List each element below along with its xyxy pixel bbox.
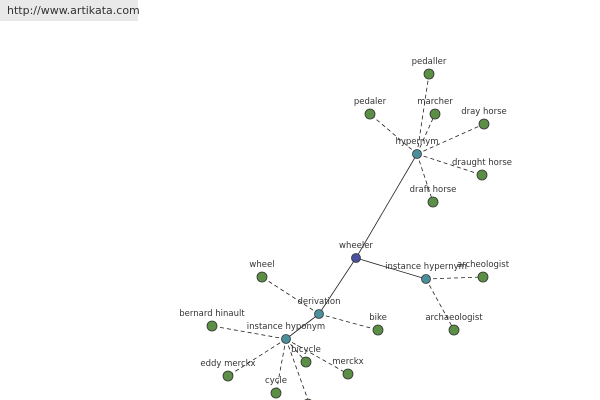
node-label: cycle	[265, 376, 287, 386]
dashed-edge	[211, 325, 287, 340]
node	[372, 324, 384, 336]
node-label: merckx	[332, 357, 363, 367]
node-label: pedaler	[354, 97, 387, 107]
dashed-edge	[369, 113, 418, 155]
node-label: pedaller	[412, 57, 447, 67]
node-label: wheeler	[339, 241, 373, 251]
node-label: bike	[369, 313, 387, 323]
node	[478, 118, 490, 130]
dashed-edge	[416, 123, 485, 155]
site-url[interactable]: http://www.artikata.com	[0, 0, 140, 21]
dashed-edge	[425, 276, 484, 280]
node	[256, 271, 268, 283]
dashed-edge	[416, 153, 434, 203]
edge	[355, 153, 418, 259]
dashed-edge	[275, 338, 287, 394]
node-label: eddy merckx	[200, 359, 255, 369]
node-label: hypernym	[395, 137, 438, 147]
node-label: derivation	[297, 297, 340, 307]
node	[423, 68, 435, 80]
dashed-edge	[285, 338, 349, 375]
node-label: instance hypernym	[385, 262, 467, 272]
dashed-edge	[425, 278, 455, 331]
node	[314, 309, 324, 319]
node-label: bicycle	[291, 345, 321, 355]
node	[476, 169, 488, 181]
node-label: dray horse	[461, 107, 507, 117]
dashed-edge	[227, 338, 287, 377]
node	[421, 274, 431, 284]
dashed-edge	[285, 338, 309, 400]
node-label: bernard hinault	[179, 309, 245, 319]
node-label: archeologist	[457, 260, 510, 270]
node	[429, 108, 441, 120]
edge	[285, 313, 320, 340]
node-label: draught horse	[452, 158, 512, 168]
node	[206, 320, 218, 332]
node	[427, 196, 439, 208]
node	[351, 253, 361, 263]
node	[300, 356, 312, 368]
node-label: wheel	[249, 260, 274, 270]
node	[222, 370, 234, 382]
dashed-edge	[285, 338, 307, 363]
node	[364, 108, 376, 120]
node	[448, 324, 460, 336]
node	[412, 149, 422, 159]
node-label: marcher	[417, 97, 453, 107]
node	[477, 271, 489, 283]
node-label: archaeologist	[425, 313, 483, 323]
dashed-edge	[416, 113, 436, 155]
edge	[318, 257, 357, 315]
node-label: instance hyponym	[247, 322, 325, 332]
dashed-edge	[261, 276, 320, 315]
node-label: draft horse	[410, 185, 457, 195]
dashed-edge	[416, 153, 483, 176]
dashed-edge	[318, 313, 379, 331]
edge	[355, 257, 427, 280]
node	[270, 387, 282, 399]
node	[342, 368, 354, 380]
node	[281, 334, 291, 344]
